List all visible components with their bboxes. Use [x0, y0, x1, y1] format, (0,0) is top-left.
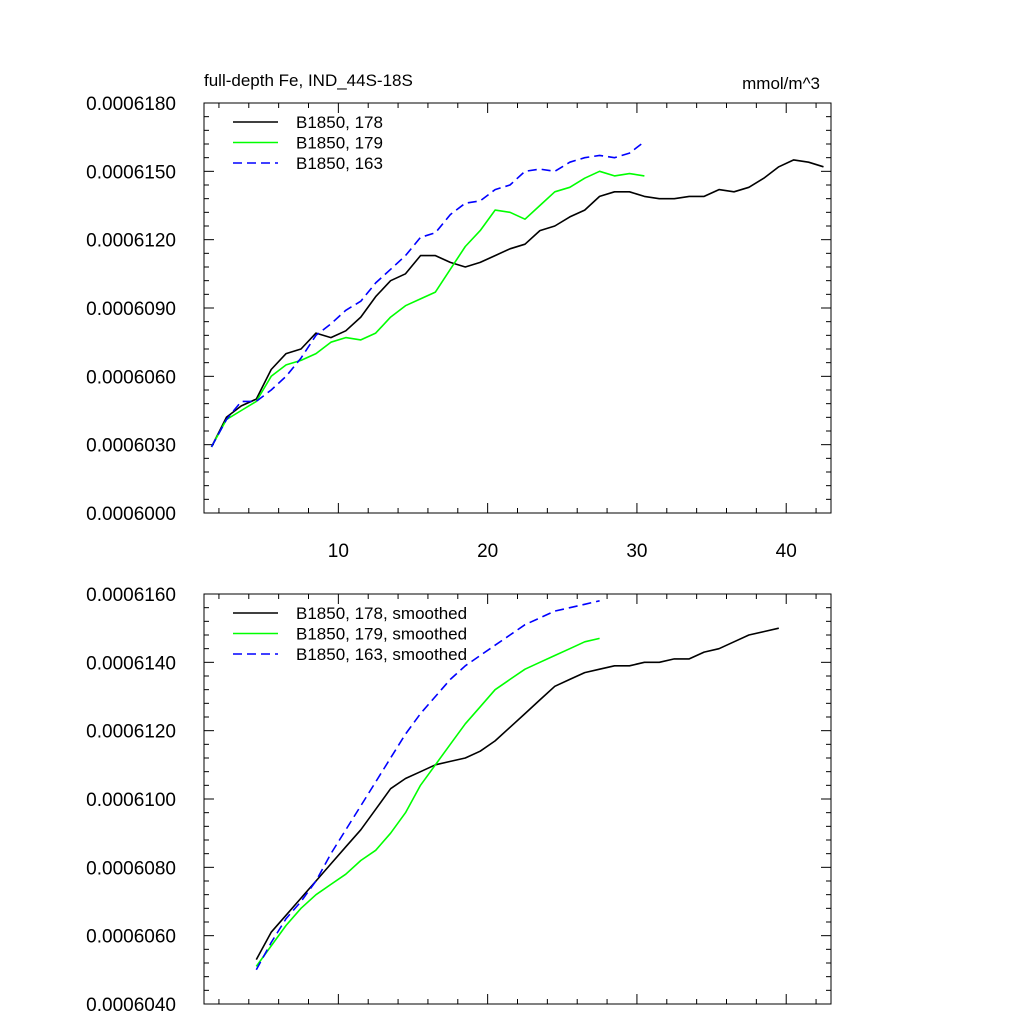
y-tick-label: 0.0006030 — [86, 436, 176, 457]
y-tick-label: 0.0006160 — [86, 585, 176, 606]
x-tick-label: 20 — [477, 541, 498, 562]
legend-label: B1850, 178, smoothed — [296, 604, 467, 623]
y-tick-label: 0.0006180 — [86, 94, 176, 115]
series-line-1 — [210, 159, 824, 448]
y-tick-label: 0.0006090 — [86, 299, 176, 320]
x-tick-label: 30 — [626, 541, 647, 562]
series-line-3 — [255, 600, 600, 971]
series-line-3 — [210, 141, 645, 448]
x-tick-label: 10 — [328, 541, 349, 562]
bottom-panel: 0.0006040 0.0006060 0.0006080 0.0006100 0.00… — [86, 585, 832, 1016]
y-tick-label: 0.0006060 — [86, 367, 176, 388]
chart-title: full-depth Fe, IND_44S-18S — [204, 71, 413, 90]
series-line-1 — [255, 627, 779, 960]
legend-label: B1850, 163 — [296, 154, 383, 173]
series-line-2 — [255, 637, 600, 967]
y-tick-label: 0.0006040 — [86, 995, 176, 1016]
legend-label: B1850, 163, smoothed — [296, 645, 467, 664]
series-line-2 — [210, 170, 645, 448]
y-tick-label: 0.0006120 — [86, 722, 176, 743]
y-tick-label: 0.0006080 — [86, 858, 176, 879]
legend-label: B1850, 179, smoothed — [296, 625, 467, 644]
y-tick-label: 0.0006120 — [86, 231, 176, 252]
y-tick-label: 0.0006140 — [86, 653, 176, 674]
y-tick-label: 0.0006000 — [86, 504, 176, 525]
legend-label: B1850, 178 — [296, 113, 383, 132]
y-tick-label: 0.0006100 — [86, 790, 176, 811]
legend-label: B1850, 179 — [296, 134, 383, 153]
units-label: mmol/m^3 — [742, 74, 820, 93]
x-tick-label: 40 — [776, 541, 797, 562]
y-tick-label: 0.0006060 — [86, 927, 176, 948]
top-panel: 10 20 30 40 0.0006000 0.0006030 0.0006060 0.000… — [86, 71, 832, 562]
y-tick-label: 0.0006150 — [86, 162, 176, 183]
